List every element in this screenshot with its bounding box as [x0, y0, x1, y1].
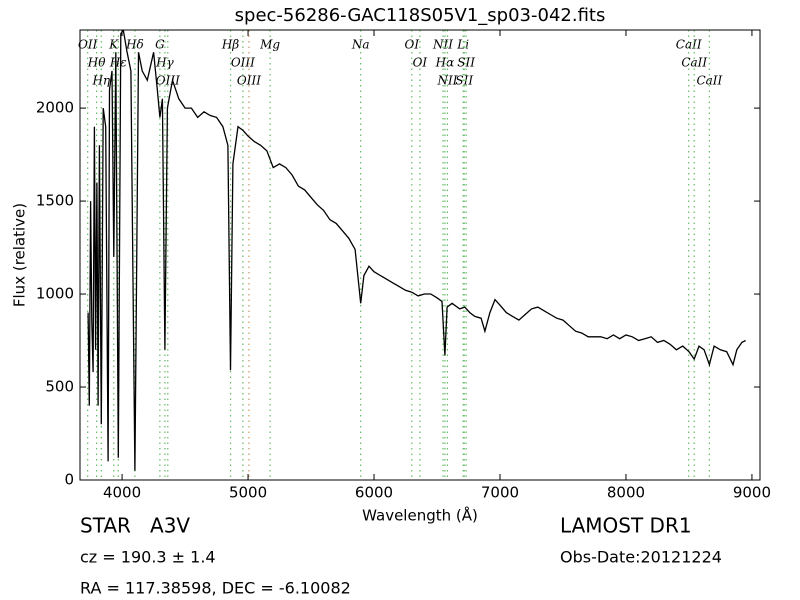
- spectral-line-label: K: [108, 38, 119, 52]
- x-tick-label: 7000: [481, 484, 519, 502]
- spectral-line-label: NII: [436, 74, 457, 88]
- spectral-line-label: Hε: [109, 56, 127, 70]
- coordinates: RA = 117.38598, DEC = -6.10082: [80, 579, 351, 598]
- x-tick-label: 5000: [229, 484, 267, 502]
- spectral-line-label: SII: [457, 56, 475, 70]
- spectral-line-label: G: [155, 38, 165, 52]
- spectral-line-label: CaII: [681, 56, 707, 70]
- y-tick-label: 1000: [36, 285, 74, 303]
- object-class: STAR A3V: [80, 514, 190, 538]
- spectral-line-label: NII: [432, 38, 453, 52]
- x-tick-label: 4000: [103, 484, 141, 502]
- spectral-line-label: OI: [405, 38, 420, 52]
- x-tick-label: 6000: [355, 484, 393, 502]
- redshift: cz = 190.3 ± 1.4: [80, 548, 216, 567]
- spectral-line-label: Hβ: [221, 38, 239, 52]
- y-axis-label: Flux (relative): [11, 203, 29, 307]
- spectral-line-label: OIII: [237, 74, 261, 88]
- spectral-line-label: Hθ: [87, 56, 106, 70]
- y-tick-label: 1500: [36, 192, 74, 210]
- chart-title: spec-56286-GAC118S05V1_sp03-042.fits: [235, 5, 606, 26]
- spectral-line-label: SII: [455, 74, 473, 88]
- spectral-line-label: CaII: [676, 38, 702, 52]
- spectral-line-label: Li: [456, 38, 469, 52]
- spectral-line-label: OI: [413, 56, 428, 70]
- survey: LAMOST DR1: [560, 514, 692, 538]
- obs-date: Obs-Date:20121224: [560, 548, 722, 567]
- spectral-line-label: OIII: [156, 74, 180, 88]
- spectral-line-label: Mg: [259, 38, 280, 52]
- y-tick-label: 2000: [36, 99, 74, 117]
- spectral-line-label: OIII: [231, 56, 255, 70]
- spectral-line-label: Hα: [435, 56, 455, 70]
- y-tick-label: 0: [64, 471, 74, 489]
- x-tick-label: 8000: [607, 484, 645, 502]
- spectrum-line: [87, 30, 746, 471]
- x-tick-label: 9000: [733, 484, 771, 502]
- spectral-line-label: CaII: [696, 74, 722, 88]
- spectral-line-label: Na: [351, 38, 370, 52]
- plot-frame: [79, 29, 761, 481]
- x-axis-label: Wavelength (Å): [362, 506, 478, 525]
- spectral-line-label: Hδ: [125, 38, 144, 52]
- spectral-line-label: Hγ: [155, 56, 174, 70]
- y-tick-label: 500: [45, 378, 74, 396]
- spectral-line-label: Hη: [91, 74, 110, 88]
- spectral-line-label: OII: [78, 38, 98, 52]
